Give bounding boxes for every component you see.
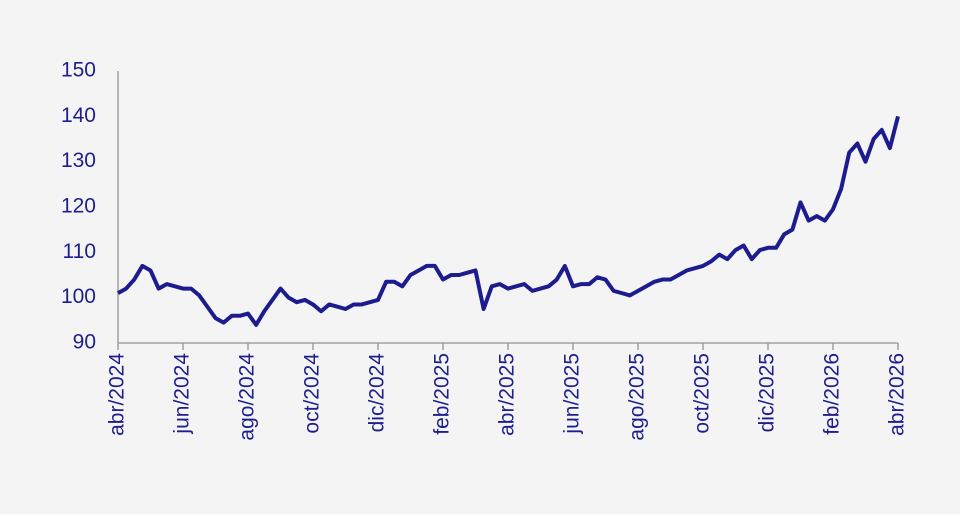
x-tick-label: ago/2024 [236, 353, 259, 441]
x-tick-label: dic/2025 [756, 353, 779, 432]
x-tick-label: jun/2025 [561, 353, 584, 435]
x-tick-label: oct/2025 [691, 353, 714, 434]
x-tick-label: jun/2024 [171, 353, 194, 435]
y-tick-label: 130 [61, 149, 96, 172]
y-tick-label: 110 [63, 240, 96, 263]
y-tick-label: 140 [61, 104, 96, 127]
line [117, 115, 900, 327]
x-tick-label: dic/2024 [366, 353, 389, 433]
x-tick-label: abr/2026 [886, 353, 909, 436]
y-tick-label: 150 [61, 59, 96, 82]
x-tick-label: feb/2025 [431, 353, 454, 435]
x-tick-label: feb/2026 [821, 353, 844, 435]
y-tick-label: 90 [73, 331, 96, 354]
x-tick-label: abr/2025 [496, 353, 519, 436]
x-tick-label: oct/2024 [301, 353, 324, 434]
y-tick-label: 100 [61, 285, 96, 308]
x-tick-label: ago/2025 [626, 353, 649, 441]
y-tick-label: 120 [61, 195, 96, 218]
x-tick-label: abr/2024 [106, 353, 129, 436]
